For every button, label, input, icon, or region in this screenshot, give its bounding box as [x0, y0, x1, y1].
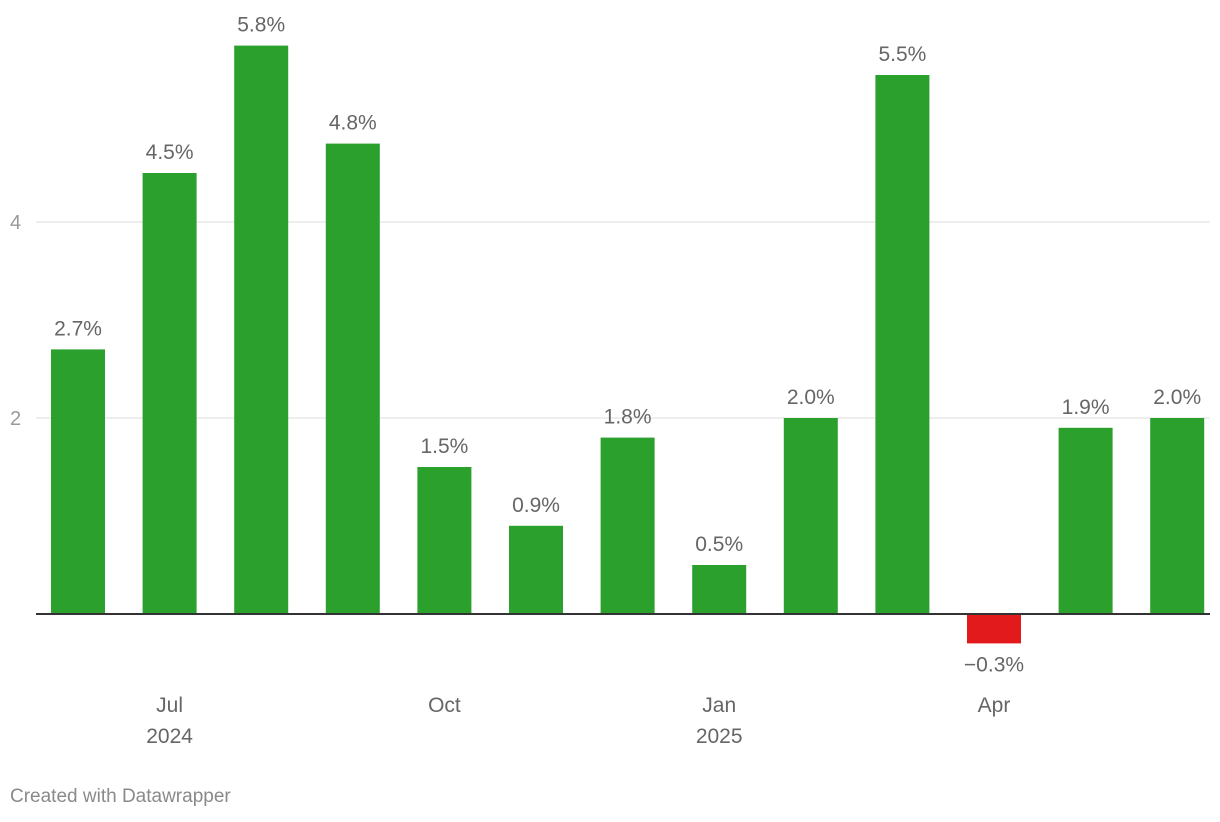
x-tick-year-label: 2025 — [696, 725, 743, 748]
bar-chart: 24 2.7%4.5%5.8%4.8%1.5%0.9%1.8%0.5%2.0%5… — [10, 14, 1210, 748]
bars — [36, 45, 1210, 644]
data-label: 1.8% — [604, 406, 652, 429]
x-tick-label: Jan — [702, 694, 736, 717]
data-label: 0.5% — [695, 533, 743, 556]
x-tick-year-label: 2024 — [146, 725, 193, 748]
data-label: 0.9% — [512, 494, 560, 517]
bar-may-2025 — [1058, 427, 1113, 614]
bar-sep-2024 — [325, 143, 380, 614]
bar-jul-2024 — [142, 173, 197, 614]
bar-dec-2024 — [600, 437, 655, 614]
bar-aug-2024 — [234, 45, 289, 615]
data-label: 2.0% — [787, 386, 835, 409]
bar-apr-2025 — [967, 614, 1021, 644]
data-label: 4.8% — [329, 112, 377, 135]
data-label: 1.5% — [420, 435, 468, 458]
data-label: −0.3% — [964, 653, 1024, 676]
x-tick-label: Jul — [156, 694, 183, 717]
bar-mar-2025 — [875, 75, 930, 614]
bar-nov-2024 — [509, 525, 563, 614]
gridlines: 24 — [10, 212, 1210, 430]
y-tick-label: 2 — [10, 408, 21, 430]
bar-jan-2025 — [692, 565, 747, 614]
data-label: 2.0% — [1153, 386, 1201, 409]
data-label: 1.9% — [1062, 396, 1110, 419]
credit-text: Created with Datawrapper — [10, 786, 231, 807]
x-tick-label: Apr — [978, 694, 1011, 717]
x-tick-label: Oct — [428, 694, 461, 717]
bar-feb-2025 — [783, 418, 838, 614]
data-label: 5.8% — [237, 14, 285, 37]
data-label: 4.5% — [146, 141, 194, 164]
bar-oct-2024 — [417, 467, 472, 614]
bar-jun-2024 — [51, 349, 105, 614]
bar-jun-2025 — [1150, 418, 1205, 614]
data-label: 2.7% — [54, 317, 102, 340]
data-labels: 2.7% 4.5% 5.8% 4.8% 1.5% 0.9% 1.8% 0.5% 2.0% 5.5%… — [54, 14, 1201, 677]
data-label: 5.5% — [878, 43, 926, 66]
y-tick-label: 4 — [10, 212, 21, 234]
x-axis: Jul 2024 Oct Jan 2025 Apr — [146, 694, 1010, 748]
